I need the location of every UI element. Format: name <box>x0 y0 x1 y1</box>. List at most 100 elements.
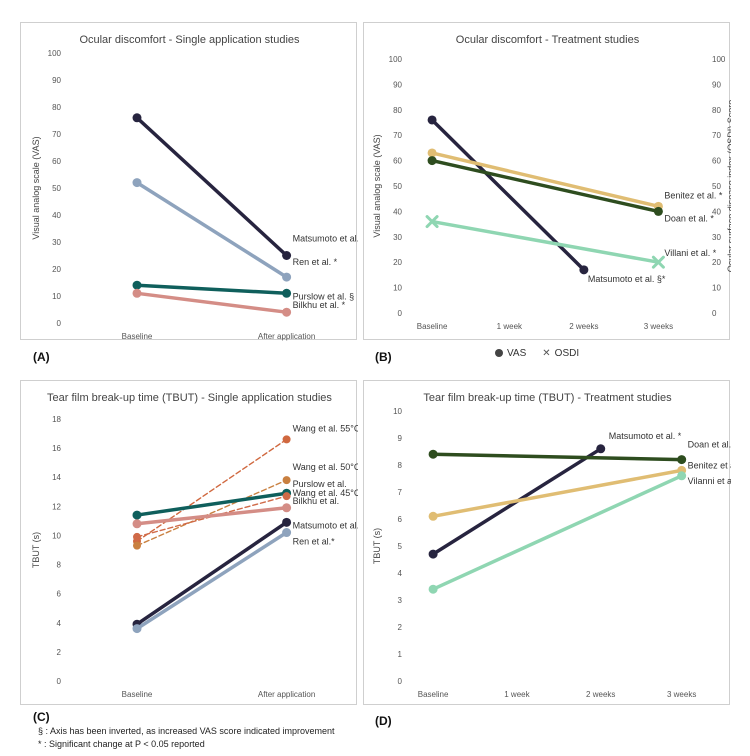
y-tick-label: 100 <box>389 55 403 64</box>
data-point-benitez-et-al <box>428 511 438 521</box>
y-tick-label: 18 <box>52 415 61 424</box>
y-tick-label: 40 <box>52 211 61 220</box>
data-point-matsumoto-et-al <box>579 265 589 275</box>
y-tick-label: 4 <box>398 569 403 578</box>
y-tick-label: 20 <box>393 258 402 267</box>
data-point-matsumoto-et-al <box>132 113 142 123</box>
series-label-wang-et-al-50-c: Wang et al. 50°C * <box>293 462 358 472</box>
series-label-matsumoto-et-al: Matsumoto et al. §* <box>588 274 666 284</box>
y-tick-label: 0 <box>398 309 403 318</box>
series-label-purslow-et-al: Purslow et al. <box>293 479 347 489</box>
y-tick-label: 30 <box>52 238 61 247</box>
y2-tick-label: 30 <box>712 233 721 242</box>
data-point-bilkhu-et-al <box>132 288 142 298</box>
data-point-villani-et-al <box>651 255 665 269</box>
series-label-matsumoto-et-al: Matsumoto et al. * <box>609 431 682 441</box>
chart-b-legend: VAS ✕ OSDI <box>495 348 579 359</box>
series-line-purslow-et-al <box>135 283 289 296</box>
y-tick-label: 90 <box>393 80 402 89</box>
data-point-matsumoto-et-al <box>282 251 292 260</box>
y2-tick-label: 70 <box>712 131 721 140</box>
series-label-villani-et-al: Villani et al. * <box>664 248 716 258</box>
y-tick-label: 70 <box>52 130 61 139</box>
y2-tick-label: 20 <box>712 258 721 267</box>
chart-panel-d: Tear film break-up time (TBUT) - Treatme… <box>363 380 731 705</box>
y-tick-label: 60 <box>393 157 402 166</box>
series-line-ren-et-al <box>135 180 289 279</box>
y-tick-label: 10 <box>52 531 61 540</box>
x-tick-label: 1 week <box>504 690 530 699</box>
legend-vas-label: VAS <box>507 348 527 359</box>
x-tick-label: 3 weeks <box>644 322 673 331</box>
series-line-doan-et-al <box>431 452 684 462</box>
y2-tick-label: 50 <box>712 182 721 191</box>
series-label-purslow-et-al: Purslow et al. § <box>293 291 355 301</box>
chart-a-title: Ocular discomfort - Single application s… <box>79 34 300 46</box>
y-tick-label: 10 <box>52 292 61 301</box>
y-tick-label: 90 <box>52 76 61 85</box>
x-tick-label: After application <box>258 332 315 341</box>
chart-b-title: Ocular discomfort - Treatment studies <box>456 34 640 46</box>
series-line-benitez-et-al <box>431 468 684 519</box>
series-line-matsumoto-et-al <box>135 520 289 626</box>
series-line-matsumoto-et-al <box>135 116 289 258</box>
y-tick-label: 0 <box>398 677 403 686</box>
y-axis-label: TBUT (s) <box>31 532 41 568</box>
data-point-wang-et-al-50-c <box>282 476 291 485</box>
y2-tick-label: 10 <box>712 284 721 293</box>
series-line-benitez-et-al <box>430 151 661 209</box>
data-point-doan-et-al <box>427 156 437 166</box>
x-tick-label: After application <box>258 690 315 699</box>
data-point-ren-et-al <box>132 624 142 634</box>
series-line-purslow-et-al <box>135 491 289 517</box>
data-point-wang-et-al-45-c <box>133 532 141 541</box>
y-tick-label: 10 <box>393 284 402 293</box>
data-point-bilkhu-et-al <box>282 503 292 513</box>
series-line-ren-et-al <box>135 530 289 631</box>
y-tick-label: 6 <box>57 590 62 599</box>
y-tick-label: 50 <box>393 182 402 191</box>
y2-tick-label: 80 <box>712 106 721 115</box>
x-tick-label: Baseline <box>418 690 449 699</box>
data-point-benitez-et-al <box>427 148 437 158</box>
footnote-significance: * : Significant change at P < 0.05 repor… <box>38 739 205 749</box>
series-line-villani-et-al <box>430 219 661 264</box>
series-line-vilanni-et-al <box>431 474 684 591</box>
y-tick-label: 9 <box>398 434 403 443</box>
series-label-matsumoto-et-al: Matsumoto et al.* <box>293 520 358 530</box>
legend-item-osdi: ✕ OSDI <box>542 348 579 359</box>
y-tick-label: 0 <box>57 319 62 328</box>
x-tick-label: 1 week <box>497 322 523 331</box>
y-tick-label: 20 <box>52 265 61 274</box>
y-tick-label: 12 <box>52 502 61 511</box>
y-tick-label: 10 <box>393 407 402 416</box>
panel-label-c: (C) <box>33 710 50 724</box>
chart-c-svg: Tear film break-up time (TBUT) - Single … <box>31 392 358 699</box>
series-line-wang-et-al-50-c <box>136 479 288 547</box>
x-tick-label: Baseline <box>417 322 448 331</box>
series-label-ren-et-al: Ren et al. * <box>293 257 338 267</box>
data-point-wang-et-al-50-c <box>133 541 141 550</box>
footnote-axis-inverted: § : Axis has been inverted, as increased… <box>38 726 335 736</box>
y-tick-label: 2 <box>398 623 403 632</box>
data-point-ren-et-al <box>132 178 142 188</box>
y-tick-label: 4 <box>57 619 62 628</box>
x-tick-label: 2 weeks <box>569 322 598 331</box>
y-tick-label: 14 <box>52 473 61 482</box>
y-tick-label: 100 <box>48 49 62 58</box>
series-label-doan-et-al: Doan et al. <box>688 440 731 450</box>
legend-osdi-label: OSDI <box>554 348 580 359</box>
y2-tick-label: 100 <box>712 55 726 64</box>
panel-label-a: (A) <box>33 350 50 364</box>
circle-marker-icon <box>495 349 503 358</box>
y-tick-label: 40 <box>393 207 402 216</box>
series-label-benitez-et-al: Benitez et al. * <box>664 190 723 200</box>
chart-panel-c: Tear film break-up time (TBUT) - Single … <box>20 380 358 705</box>
chart-b-svg: Ocular discomfort - Treatment studies 0 10… <box>372 34 731 331</box>
data-point-ren-et-al <box>282 272 292 282</box>
chart-a-svg: Ocular discomfort - Single application s… <box>31 34 358 341</box>
series-line-bilkhu-et-al <box>135 291 289 314</box>
y-tick-label: 30 <box>393 233 402 242</box>
y2-axis-label: Ocular surface disease index (OSDI) Scor… <box>726 100 731 273</box>
series-label-bilkhu-et-al: Bilkhu et al. <box>293 496 340 506</box>
